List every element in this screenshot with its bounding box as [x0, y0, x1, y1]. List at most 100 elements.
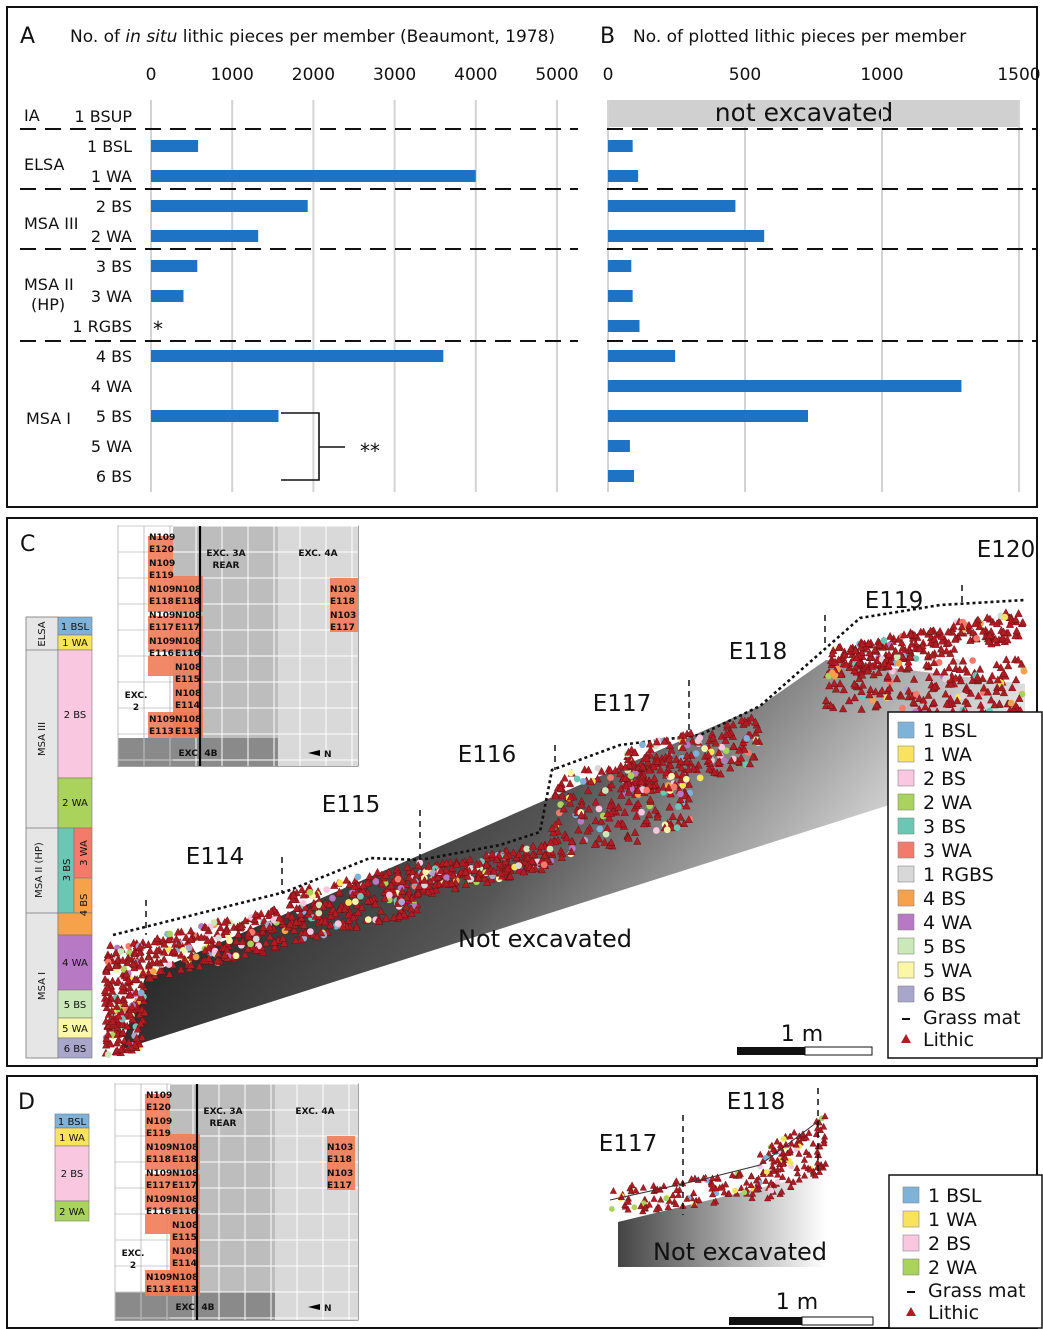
profile-c-lithic: [463, 871, 472, 880]
profile-d-lithic: [787, 1139, 796, 1147]
profile-c-lithic: [688, 736, 697, 745]
profile-c-lithic: [644, 810, 654, 819]
profile-c-specimen: [973, 634, 980, 642]
profile-c-lithic: [483, 878, 492, 886]
profile-c-lithic: [118, 956, 127, 964]
profile-c-lithic: [956, 628, 966, 637]
profile-c-lithic: [605, 813, 614, 822]
profile-c-lithic: [258, 927, 267, 936]
profile-c-lithic: [118, 1028, 127, 1036]
profile-c-lithic: [565, 798, 575, 807]
profile-c-lithic: [957, 622, 966, 631]
profile-c-lithic: [963, 667, 972, 676]
profile-c-lithic: [985, 630, 994, 639]
profile-c-lithic: [999, 627, 1008, 636]
profile-c-lithic: [316, 928, 326, 937]
profile-c-lithic: [714, 748, 724, 757]
profile-c-specimen: [959, 692, 967, 700]
profile-c-lithic: [852, 653, 861, 662]
profile-c-lithic: [404, 872, 414, 881]
profile-c-specimen: [673, 824, 681, 832]
profile-c-lithic: [414, 861, 423, 869]
profile-c-lithic: [944, 638, 953, 647]
profile-c-lithic: [300, 920, 309, 929]
profile-c-lithic: [352, 887, 361, 896]
profile-c-lithic: [123, 1021, 132, 1030]
profile-c-lithic: [624, 833, 633, 842]
profile-c-specimen: [692, 750, 700, 758]
profile-c-lithic: [887, 642, 896, 651]
profile-c-lithic: [634, 799, 643, 808]
strat-column-c: [25, 616, 93, 1059]
map-square-label: E117: [175, 623, 200, 633]
profile-c-specimen: [364, 916, 372, 923]
category-label-3-wa: 3 WA: [91, 287, 132, 306]
profile-c-lithic: [689, 763, 698, 772]
panel-ab-frame: [6, 6, 1038, 508]
legend-swatch-1-bsl: [902, 1186, 920, 1204]
profile-c-lithic: [831, 684, 841, 693]
profile-c-lithic: [482, 860, 491, 869]
profile-d-lithic: [786, 1132, 794, 1140]
profile-c-lithic: [951, 634, 960, 643]
profile-d-lithic: [737, 1184, 745, 1192]
profile-c-lithic: [915, 644, 924, 653]
category-label-2-bs: 2 BS: [96, 197, 132, 216]
category-label-3-bs: 3 BS: [96, 257, 132, 276]
profile-c-lithic: [651, 805, 660, 814]
profile-c-specimen: [607, 774, 614, 781]
profile-c-lithic: [897, 691, 906, 700]
not-excavated-label-b: not excavated: [715, 98, 893, 127]
profile-c-lithic: [339, 922, 348, 931]
profile-c-lithic: [106, 999, 115, 1007]
profile-c-lithic: [645, 780, 654, 789]
map-square-label: E114: [172, 1259, 197, 1269]
profile-c-lithic: [899, 630, 909, 639]
profile-c-lithic: [403, 862, 412, 871]
profile-c-lithic: [962, 686, 971, 694]
profile-d-lithic: [657, 1195, 665, 1203]
group-label-msa2-hp: (HP): [31, 295, 65, 314]
chart-b-bar-5-wa: [608, 440, 630, 452]
map-square-label: E116: [175, 649, 200, 659]
profile-c-lithic: [597, 816, 606, 825]
profile-c-specimen: [639, 741, 646, 749]
profile-c-lithic: [633, 786, 643, 794]
profile-d-lithic: [683, 1194, 691, 1202]
profile-d-lithic: [816, 1126, 825, 1133]
profile-c-lithic: [296, 909, 305, 918]
lithic-scatter-d: [608, 1112, 830, 1215]
group-label-elsa: ELSA: [24, 155, 64, 174]
chart-b-bar-5-bs: [608, 410, 809, 422]
strat-d-1bsl: 1 BSL: [58, 1117, 87, 1128]
profile-c-lithic: [280, 938, 289, 947]
profile-c-lithic: [930, 682, 939, 691]
profile-c-specimen: [828, 669, 836, 677]
panel-a-title: No. of in situ lithic pieces per member …: [70, 27, 555, 47]
legend-swatch-2-bs: [902, 1234, 920, 1252]
legend-label-grass-mat: Grass mat: [923, 1007, 1021, 1029]
profile-c-lithic: [662, 768, 671, 777]
map-square-label: E120: [149, 545, 174, 555]
category-label-5-wa: 5 WA: [91, 437, 132, 456]
profile-c-lithic: [616, 761, 625, 770]
map-square-label: E117: [172, 1181, 197, 1191]
profile-c-lithic: [971, 619, 980, 628]
profile-c-lithic: [624, 747, 633, 756]
section-markers-d: [682, 1088, 819, 1215]
profile-c-specimen: [299, 899, 307, 907]
profile-c-lithic: [583, 826, 592, 835]
profile-c-lithic: [381, 870, 391, 879]
profile-c-lithic: [186, 926, 195, 935]
section-label-e116: E116: [458, 742, 516, 768]
profile-c-lithic: [577, 800, 587, 809]
profile-c-lithic: [872, 700, 881, 709]
profile-c-specimen: [306, 888, 314, 896]
map-square-label: N108: [175, 585, 201, 595]
profile-c-lithic: [270, 942, 279, 951]
profile-c-lithic: [594, 834, 604, 843]
profile-c-specimen: [394, 875, 402, 883]
profile-c-lithic: [880, 658, 889, 667]
profile-c-lithic: [117, 1007, 126, 1016]
profile-c-lithic: [846, 644, 855, 652]
